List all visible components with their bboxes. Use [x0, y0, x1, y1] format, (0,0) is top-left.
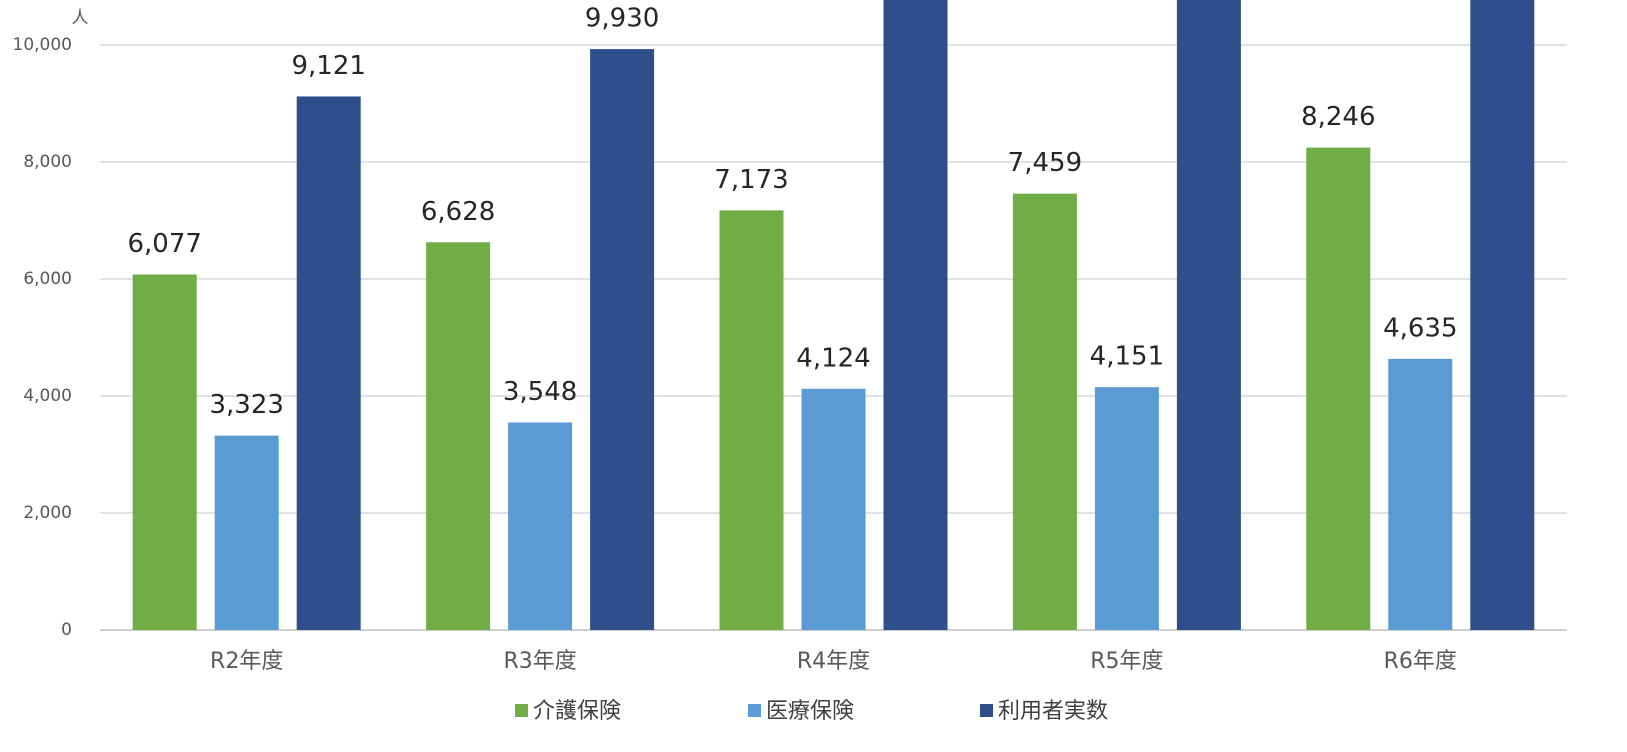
- bar: [1012, 193, 1077, 630]
- y-tick-label: 8,000: [23, 152, 72, 172]
- bar: [296, 96, 361, 630]
- legend-swatch: [980, 704, 993, 717]
- bar: [590, 49, 655, 630]
- data-label: 6,077: [127, 229, 201, 259]
- x-tick-label: R6年度: [1384, 649, 1457, 674]
- bar: [214, 435, 279, 630]
- y-tick-label: 10,000: [13, 35, 72, 55]
- bar: [426, 242, 491, 630]
- data-label: 4,151: [1090, 342, 1164, 372]
- bar: [1388, 358, 1453, 630]
- legend-label: 利用者実数: [998, 699, 1108, 724]
- data-label: 9,930: [585, 4, 659, 34]
- y-tick-label: 0: [61, 620, 72, 640]
- data-label: 7,173: [714, 165, 788, 195]
- bar: [719, 210, 784, 630]
- bar: [1470, 0, 1535, 630]
- data-label: 6,628: [421, 197, 495, 227]
- data-label: 4,124: [796, 343, 870, 373]
- y-tick-label: 4,000: [23, 386, 72, 406]
- data-label: 4,635: [1383, 313, 1457, 343]
- legend-swatch: [748, 704, 761, 717]
- bar: [801, 388, 866, 630]
- data-label: 3,548: [503, 377, 577, 407]
- x-tick-label: R2年度: [210, 649, 283, 674]
- data-label: 3,323: [209, 390, 283, 420]
- y-tick-label: 2,000: [23, 503, 72, 523]
- bar: [1306, 147, 1371, 630]
- x-tick-label: R4年度: [797, 649, 870, 674]
- legend-swatch: [515, 704, 528, 717]
- y-axis-label: 人: [72, 8, 89, 28]
- x-tick-label: R5年度: [1090, 649, 1163, 674]
- legend-label: 医療保険: [766, 699, 854, 724]
- y-tick-label: 6,000: [23, 269, 72, 289]
- data-label: 8,246: [1301, 102, 1375, 132]
- bars: [132, 0, 1535, 630]
- x-tick-label: R3年度: [503, 649, 576, 674]
- data-label: 7,459: [1008, 148, 1082, 178]
- data-label: 9,121: [291, 51, 365, 81]
- bar: [883, 0, 948, 630]
- bar: [1176, 0, 1241, 630]
- bar: [1094, 387, 1159, 630]
- legend-label: 介護保険: [533, 699, 621, 724]
- bar: [132, 274, 197, 630]
- bar: [508, 422, 573, 630]
